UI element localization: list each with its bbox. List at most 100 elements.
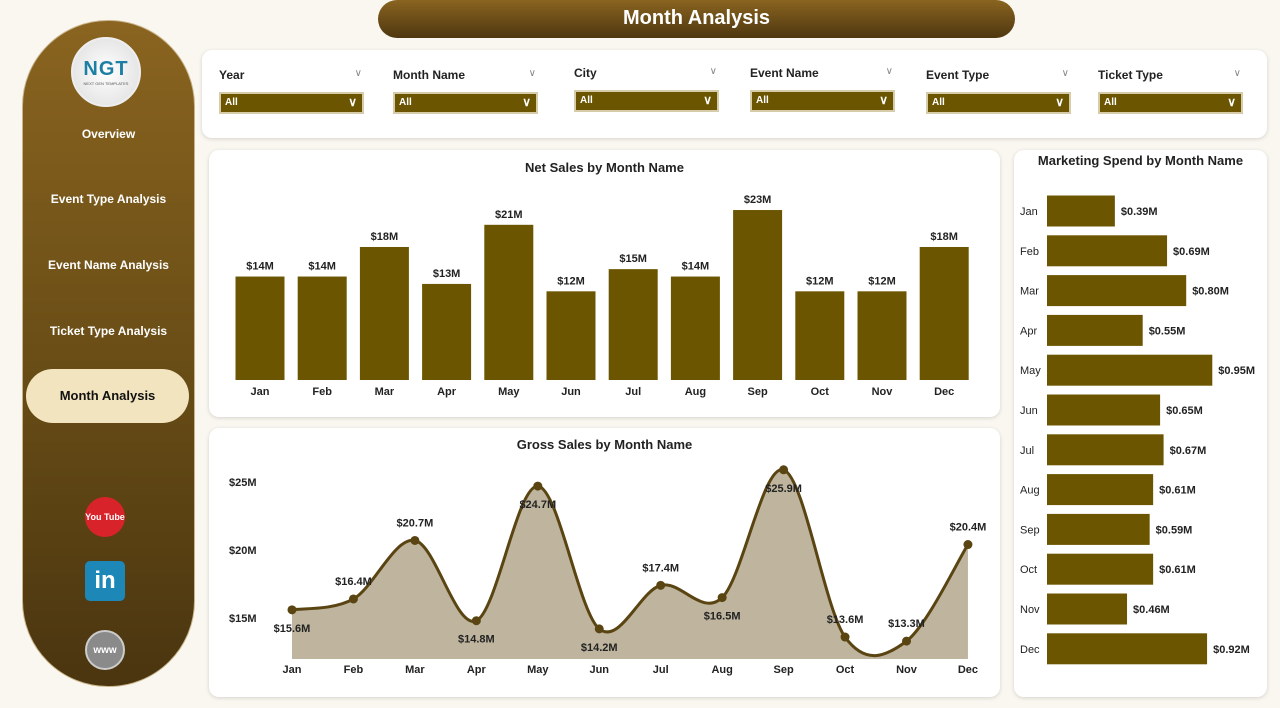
net-sales-bar (919, 246, 969, 380)
filter-city[interactable]: City ∨ All ∨ (574, 66, 719, 112)
filter-dropdown[interactable]: All ∨ (574, 90, 719, 112)
filter-dropdown[interactable]: All ∨ (1098, 92, 1243, 114)
sidebar: NGT NEXT GEN TEMPLATES Overview Event Typ… (22, 20, 195, 687)
gross-sales-data-label: $16.4M (335, 576, 372, 588)
filter-event-name[interactable]: Event Name ∨ All ∨ (750, 66, 895, 112)
filter-label: Event Type (926, 68, 990, 82)
net-sales-x-tick: Nov (872, 386, 894, 398)
gross-sales-x-tick: Aug (711, 664, 732, 676)
net-sales-x-tick: Jul (625, 386, 641, 398)
marketing-spend-bar (1047, 235, 1168, 267)
chevron-down-icon: ∨ (1055, 95, 1064, 109)
nav-overview[interactable]: Overview (81, 127, 136, 141)
chevron-down-icon[interactable]: ∨ (885, 66, 893, 77)
filter-value: All (932, 97, 945, 108)
marketing-spend-bar (1047, 474, 1154, 506)
gross-sales-data-label: $13.3M (888, 618, 925, 630)
chevron-down-icon[interactable]: ∨ (354, 68, 362, 79)
net-sales-x-tick: Jan (251, 386, 270, 398)
gross-sales-point (902, 636, 911, 646)
net-sales-bar (235, 276, 285, 380)
net-sales-bar (795, 291, 845, 380)
gross-sales-data-label: $20.7M (397, 517, 434, 529)
gross-sales-data-label: $20.4M (950, 522, 987, 534)
marketing-spend-title: Marketing Spend by Month Name (1037, 153, 1244, 168)
marketing-spend-bar (1047, 593, 1128, 625)
gross-sales-area (292, 469, 968, 659)
marketing-y-tick: Jun (1020, 405, 1038, 417)
net-sales-bar (359, 246, 409, 380)
gross-sales-x-tick: Dec (958, 664, 978, 676)
filter-dropdown[interactable]: All ∨ (926, 92, 1071, 114)
gross-sales-data-label: $14.8M (458, 634, 495, 646)
marketing-y-tick: Apr (1020, 325, 1037, 337)
net-sales-data-label: $12M (806, 275, 834, 287)
marketing-data-label: $0.65M (1166, 405, 1203, 417)
chevron-down-icon[interactable]: ∨ (1061, 68, 1069, 79)
chevron-down-icon: ∨ (522, 95, 531, 109)
net-sales-data-label: $15M (619, 253, 647, 265)
marketing-y-tick: Mar (1020, 286, 1039, 298)
net-sales-data-label: $18M (371, 231, 399, 243)
gross-sales-y-tick: $20M (229, 545, 257, 557)
chevron-down-icon: ∨ (1227, 95, 1236, 109)
filter-month-name[interactable]: Month Name ∨ All ∨ (393, 68, 538, 114)
chevron-down-icon[interactable]: ∨ (1233, 68, 1241, 79)
globe-icon[interactable]: www (85, 630, 125, 670)
marketing-y-tick: Aug (1020, 485, 1040, 497)
filter-event-type[interactable]: Event Type ∨ All ∨ (926, 68, 1071, 114)
net-sales-bar (733, 210, 783, 380)
net-sales-x-tick: Sep (748, 386, 768, 398)
gross-sales-point (656, 580, 666, 590)
net-sales-title: Net Sales by Month Name (525, 160, 684, 175)
filter-value: All (399, 97, 412, 108)
nav-month-analysis[interactable]: Month Analysis (26, 369, 189, 423)
chevron-down-icon[interactable]: ∨ (528, 68, 536, 79)
gross-sales-data-label: $17.4M (642, 562, 679, 574)
filter-year[interactable]: Year ∨ All ∨ (219, 68, 364, 114)
ngt-logo: NGT NEXT GEN TEMPLATES (71, 37, 141, 107)
marketing-spend-bar (1047, 434, 1164, 466)
marketing-spend-bar (1047, 633, 1208, 665)
marketing-data-label: $0.95M (1218, 365, 1255, 377)
net-sales-x-tick: Mar (375, 386, 395, 398)
nav-event-name-analysis[interactable]: Event Name Analysis (48, 258, 169, 272)
net-sales-data-label: $23M (744, 194, 772, 206)
gross-sales-point (779, 465, 789, 475)
filter-ticket-type[interactable]: Ticket Type ∨ All ∨ (1098, 68, 1243, 114)
gross-sales-x-tick: Apr (467, 664, 487, 676)
marketing-y-tick: Jul (1020, 445, 1034, 457)
filter-value: All (225, 97, 238, 108)
gross-sales-point (594, 624, 604, 634)
net-sales-bar (670, 276, 720, 380)
chevron-down-icon: ∨ (703, 93, 712, 107)
chevron-down-icon[interactable]: ∨ (709, 66, 717, 77)
net-sales-bar (422, 283, 472, 380)
page-title: Month Analysis (378, 0, 1015, 38)
youtube-icon[interactable]: You Tube (85, 497, 125, 537)
gross-sales-y-tick: $25M (229, 477, 257, 489)
gross-sales-data-label: $14.2M (581, 642, 618, 654)
nav-event-type-analysis[interactable]: Event Type Analysis (50, 192, 167, 206)
marketing-data-label: $0.39M (1121, 206, 1158, 218)
nav-ticket-type-analysis[interactable]: Ticket Type Analysis (49, 324, 168, 338)
linkedin-icon[interactable]: in (85, 561, 125, 601)
marketing-y-tick: Sep (1020, 524, 1040, 536)
marketing-y-tick: Feb (1020, 246, 1039, 258)
filter-dropdown[interactable]: All ∨ (393, 92, 538, 114)
net-sales-x-tick: Dec (934, 386, 954, 398)
filter-value: All (580, 95, 593, 106)
marketing-spend-bar (1047, 394, 1161, 426)
filter-dropdown[interactable]: All ∨ (219, 92, 364, 114)
marketing-data-label: $0.92M (1213, 644, 1250, 656)
marketing-spend-bar (1047, 195, 1115, 227)
filter-value: All (756, 95, 769, 106)
marketing-spend-bar (1047, 354, 1213, 386)
marketing-data-label: $0.59M (1156, 524, 1193, 536)
net-sales-x-tick: Oct (811, 386, 830, 398)
marketing-data-label: $0.80M (1192, 286, 1229, 298)
marketing-data-label: $0.61M (1159, 564, 1196, 576)
filter-dropdown[interactable]: All ∨ (750, 90, 895, 112)
